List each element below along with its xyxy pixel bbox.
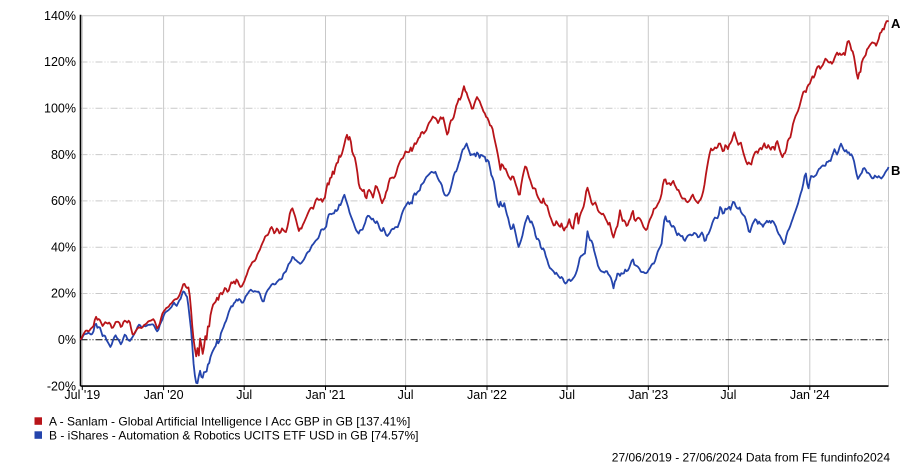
svg-text:60%: 60% bbox=[51, 194, 76, 208]
svg-text:B: B bbox=[891, 163, 900, 178]
svg-text:40%: 40% bbox=[51, 240, 76, 254]
svg-text:80%: 80% bbox=[51, 148, 76, 162]
svg-text:Jul: Jul bbox=[559, 388, 575, 402]
svg-text:Jul '19: Jul '19 bbox=[64, 388, 100, 402]
svg-text:27/06/2019 - 27/06/2024 Data f: 27/06/2019 - 27/06/2024 Data from FE fun… bbox=[612, 451, 891, 465]
svg-text:Jan '23: Jan '23 bbox=[628, 388, 668, 402]
svg-text:0%: 0% bbox=[58, 333, 76, 347]
svg-text:B - iShares - Automation & Rob: B - iShares - Automation & Robotics UCIT… bbox=[49, 428, 418, 442]
svg-text:A: A bbox=[891, 16, 900, 31]
svg-text:Jan '21: Jan '21 bbox=[306, 388, 346, 402]
svg-text:-20%: -20% bbox=[47, 379, 76, 393]
svg-text:120%: 120% bbox=[44, 55, 76, 69]
svg-text:Jan '22: Jan '22 bbox=[467, 388, 507, 402]
svg-text:A - Sanlam - Global Artificial: A - Sanlam - Global Artificial Intellige… bbox=[49, 414, 410, 428]
svg-text:Jan '20: Jan '20 bbox=[144, 388, 184, 402]
svg-text:140%: 140% bbox=[44, 9, 76, 23]
svg-text:20%: 20% bbox=[51, 287, 76, 301]
svg-text:Jul: Jul bbox=[398, 388, 414, 402]
svg-text:100%: 100% bbox=[44, 102, 76, 116]
svg-text:Jul: Jul bbox=[236, 388, 252, 402]
svg-text:Jan '24: Jan '24 bbox=[790, 388, 830, 402]
svg-text:Jul: Jul bbox=[720, 388, 736, 402]
